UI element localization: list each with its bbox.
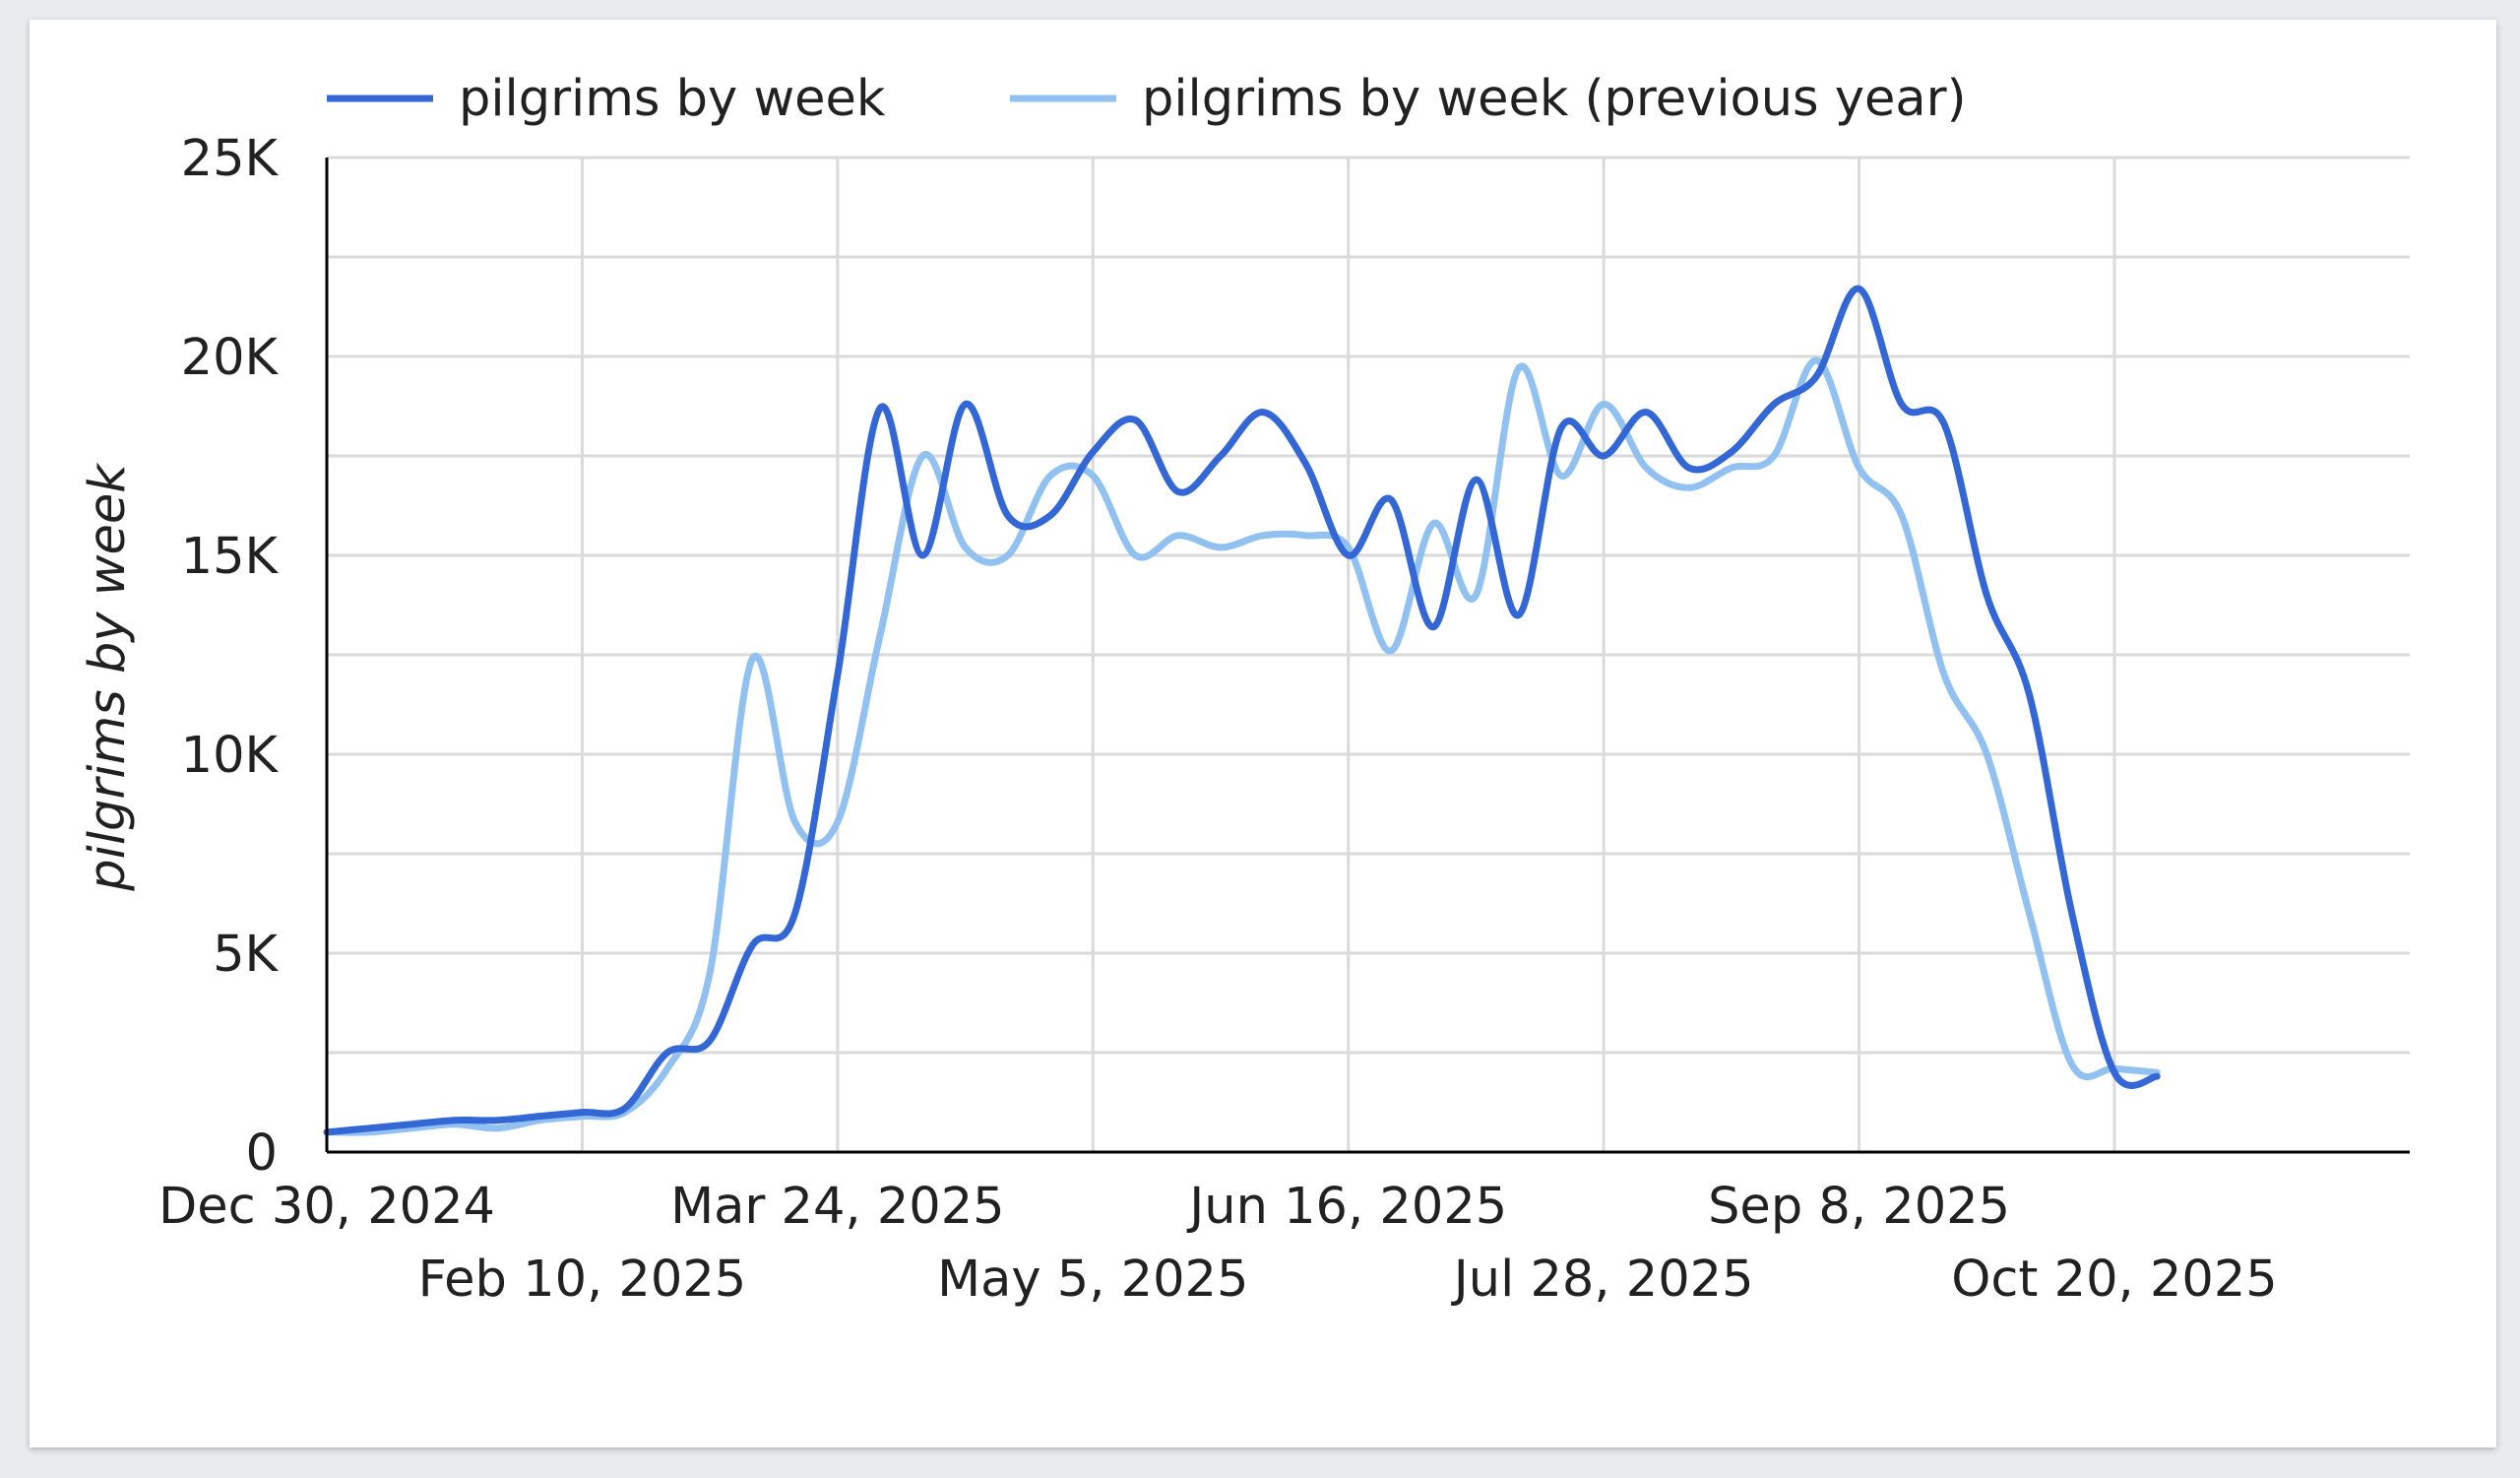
y-tick-label: 20K bbox=[181, 329, 280, 387]
axes bbox=[325, 158, 2410, 1154]
legend: pilgrims by week pilgrims by week (previ… bbox=[327, 70, 1967, 128]
series-line-current-year bbox=[323, 285, 2161, 1136]
series-layer bbox=[323, 285, 2161, 1136]
y-tick-label: 5K bbox=[213, 926, 279, 984]
x-tick-label: Mar 24, 2025 bbox=[670, 1178, 1005, 1236]
y-axis-title: pilgrims by week bbox=[79, 462, 137, 892]
y-tick-label: 10K bbox=[181, 727, 280, 785]
y-tick-label: 0 bbox=[246, 1125, 278, 1183]
legend-label-current-year: pilgrims by week bbox=[459, 70, 886, 128]
x-tick-label: Oct 20, 2025 bbox=[1951, 1251, 2278, 1309]
gridlines bbox=[327, 156, 2410, 1152]
x-tick-label: May 5, 2025 bbox=[937, 1251, 1248, 1309]
chart-card: pilgrims by week pilgrims by week (previ… bbox=[30, 20, 2496, 1447]
x-tick-label: Feb 10, 2025 bbox=[418, 1251, 747, 1309]
x-tick-label: Dec 30, 2024 bbox=[158, 1178, 495, 1236]
legend-label-previous-year: pilgrims by week (previous year) bbox=[1142, 70, 1967, 128]
y-tick-label: 25K bbox=[181, 130, 280, 188]
x-tick-label: Jul 28, 2025 bbox=[1451, 1251, 1754, 1309]
y-axis-ticks: 0 5K 10K 15K 20K 25K bbox=[181, 130, 280, 1183]
x-tick-label: Jun 16, 2025 bbox=[1186, 1178, 1507, 1236]
series-line-previous-year bbox=[323, 356, 2161, 1136]
x-axis-ticks: Dec 30, 2024 Feb 10, 2025 Mar 24, 2025 May … bbox=[158, 1178, 2278, 1309]
y-tick-label: 15K bbox=[181, 528, 280, 586]
x-tick-label: Sep 8, 2025 bbox=[1708, 1178, 2010, 1236]
line-chart: pilgrims by week pilgrims by week (previ… bbox=[79, 70, 2410, 1309]
